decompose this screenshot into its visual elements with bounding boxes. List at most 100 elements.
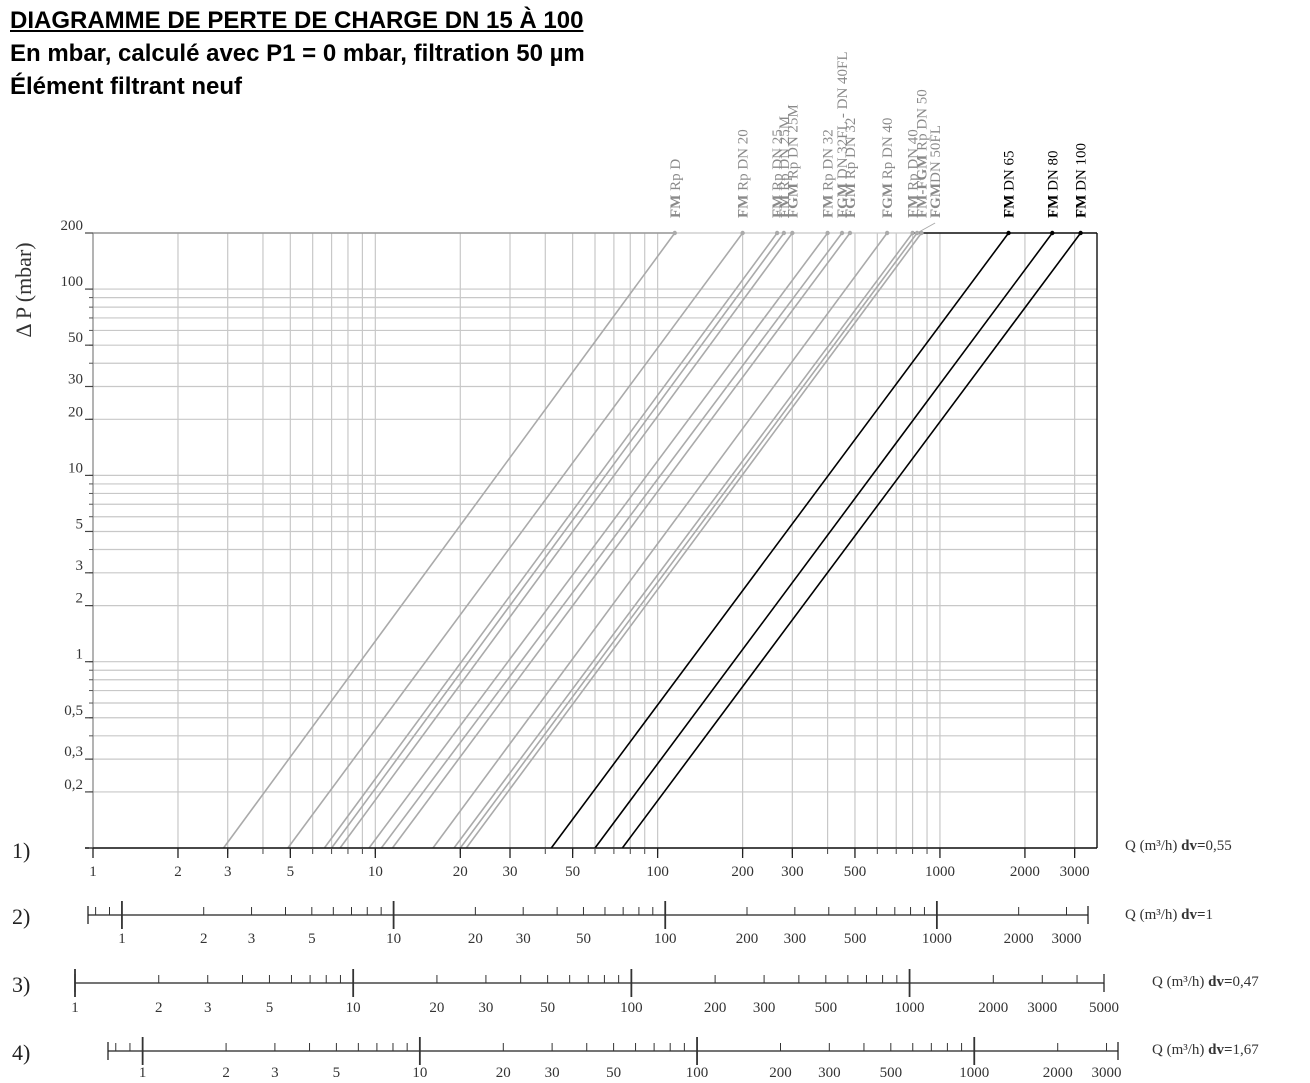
series-label-marker <box>774 230 780 236</box>
scale-dv-value: 0,55 <box>1206 838 1232 854</box>
x-tick-label: 200 <box>731 864 754 880</box>
scale-tick-label: 30 <box>478 1000 493 1016</box>
scale-tick-label: 100 <box>620 1000 643 1016</box>
scale-dv-value: 1,67 <box>1233 1042 1260 1058</box>
scale-tick-label: 3000 <box>1051 931 1081 947</box>
scale-unit-label: Q (m³/h) dv=0,47 <box>1152 974 1259 990</box>
y-tick-label: 3 <box>76 558 84 574</box>
series-label-part: FM <box>736 195 752 218</box>
scale-tick-label: 2 <box>200 931 208 947</box>
series-label-part: Rp DN 20 <box>736 129 752 194</box>
series-label-part: FM-FGM <box>914 155 930 218</box>
series-label-marker <box>839 230 845 236</box>
x-tick-label: 10 <box>368 864 383 880</box>
series-line-13 <box>550 232 1010 849</box>
grid <box>92 232 1097 849</box>
y-tick-label: 10 <box>68 460 83 476</box>
scale-tick-label: 300 <box>753 1000 776 1016</box>
scale-tick-label: 10 <box>412 1065 427 1081</box>
scale-tick-label: 1 <box>118 931 126 947</box>
series-label-marker <box>847 230 853 236</box>
series-line-11 <box>459 232 918 849</box>
series-label-marker <box>1078 230 1083 236</box>
series-label-part: Rp DN 25M <box>777 116 793 195</box>
scale-tick-label: 100 <box>654 931 677 947</box>
x-axis: 1 2 3 5 10 20 30 50 100 200 300 500 1000 2000 3000 <box>89 848 1090 880</box>
series-label-part: Rp DN 25M <box>785 104 801 183</box>
scale-tick-label: 500 <box>815 1000 838 1016</box>
chart-note: Élément filtrant neuf <box>10 73 243 100</box>
series-line-1 <box>222 232 676 849</box>
series-line-7 <box>380 232 843 849</box>
series-label-marker <box>825 230 830 236</box>
series-label-part: FM <box>821 195 837 218</box>
x-tick-label: 3 <box>224 864 232 880</box>
scale-tick-label: 5 <box>266 1000 274 1016</box>
series-label-marker <box>740 230 745 236</box>
y-axis: 200 100 50 30 20 10 5 3 2 1 0,5 0,3 0,2 Δ P (mbar) <box>11 218 93 849</box>
series-label-part: DN 50FL <box>928 125 944 183</box>
scale-tick-label: 3 <box>204 1000 212 1016</box>
y-tick-label: 20 <box>68 404 83 420</box>
y-tick-label: 0,3 <box>64 744 83 760</box>
series-label-part: FGM <box>843 183 859 218</box>
series-label: FM Rp DN 20 <box>736 129 752 218</box>
series-label: FGMDN 50FL <box>928 125 944 218</box>
scale-tick-label: 5 <box>333 1065 341 1081</box>
scale-tick-label: 20 <box>429 1000 444 1016</box>
x-tick-label: 2000 <box>1010 864 1040 880</box>
scale-tick-label: 3 <box>271 1065 279 1081</box>
x-tick-label: 20 <box>453 864 468 880</box>
series-label: FM Rp DN 32 <box>821 129 837 218</box>
series-label: FGM Rp DN 25M <box>785 104 801 218</box>
y-tick-label: 30 <box>68 371 83 387</box>
scale-tick-label: 50 <box>606 1065 621 1081</box>
y-axis-label: Δ P (mbar) <box>11 242 36 337</box>
scale-q: Q (m³/h) <box>1125 907 1181 923</box>
series-label-part: Rp DN 32 <box>843 118 859 183</box>
scale-unit-label: Q (m³/h) dv=0,55 <box>1125 838 1232 854</box>
scale-tick-label: 1000 <box>959 1065 989 1081</box>
chart-title: DIAGRAMME DE PERTE DE CHARGE DN 15 À 100 <box>10 7 584 34</box>
y-tick-label: 0,5 <box>64 703 83 719</box>
scale-tick-label: 10 <box>386 931 401 947</box>
y-tick-label: 50 <box>68 330 83 346</box>
series-label: FGM Rp DN 32 <box>843 118 859 218</box>
series-label-part: Rp DN 40 <box>880 118 896 183</box>
scale-tick-label: 5 <box>308 931 316 947</box>
scale-tick-label: 1000 <box>895 1000 925 1016</box>
scale-tick-label: 1000 <box>922 931 952 947</box>
series-label: FM Rp DN 40 <box>906 129 922 218</box>
y-tick-label: 2 <box>76 591 84 607</box>
scale-dv: dv= <box>1208 974 1232 990</box>
x-tick-label: 30 <box>503 864 518 880</box>
scale-tick-label: 1 <box>71 1000 79 1016</box>
series-line-14 <box>594 232 1053 849</box>
scale-tick-label: 200 <box>704 1000 727 1016</box>
series-line-12 <box>465 232 923 849</box>
series-label-part: FGM <box>835 183 851 218</box>
scale-tick-label: 200 <box>736 931 759 947</box>
series-label: FGM DN 32FL - DN 40FL <box>835 51 851 218</box>
scale-tick-label: 20 <box>468 931 483 947</box>
series-line-2 <box>287 232 744 849</box>
series-line-4 <box>330 232 785 849</box>
scale-tick-label: 3000 <box>1027 1000 1057 1016</box>
series-label-part: Rp DN 40 <box>906 129 922 194</box>
series-label-part: DN 80 <box>1045 151 1061 195</box>
series-label-part: Rp DN 25 <box>770 129 786 194</box>
scale-id: 4) <box>12 1040 30 1065</box>
series-label-part: FM <box>1045 195 1061 218</box>
scale-tick-label: 200 <box>769 1065 792 1081</box>
series-label: FGM Rp DN 40 <box>880 118 896 218</box>
scale-tick-label: 30 <box>516 931 531 947</box>
series-label-part: FM <box>906 195 922 218</box>
series-line-5 <box>339 232 793 849</box>
series-line-15 <box>621 232 1082 849</box>
y-tick-label: 1 <box>76 647 84 663</box>
series-line-10 <box>453 232 914 849</box>
series-label-part: FM <box>770 195 786 218</box>
scale-id: 1) <box>12 838 30 863</box>
